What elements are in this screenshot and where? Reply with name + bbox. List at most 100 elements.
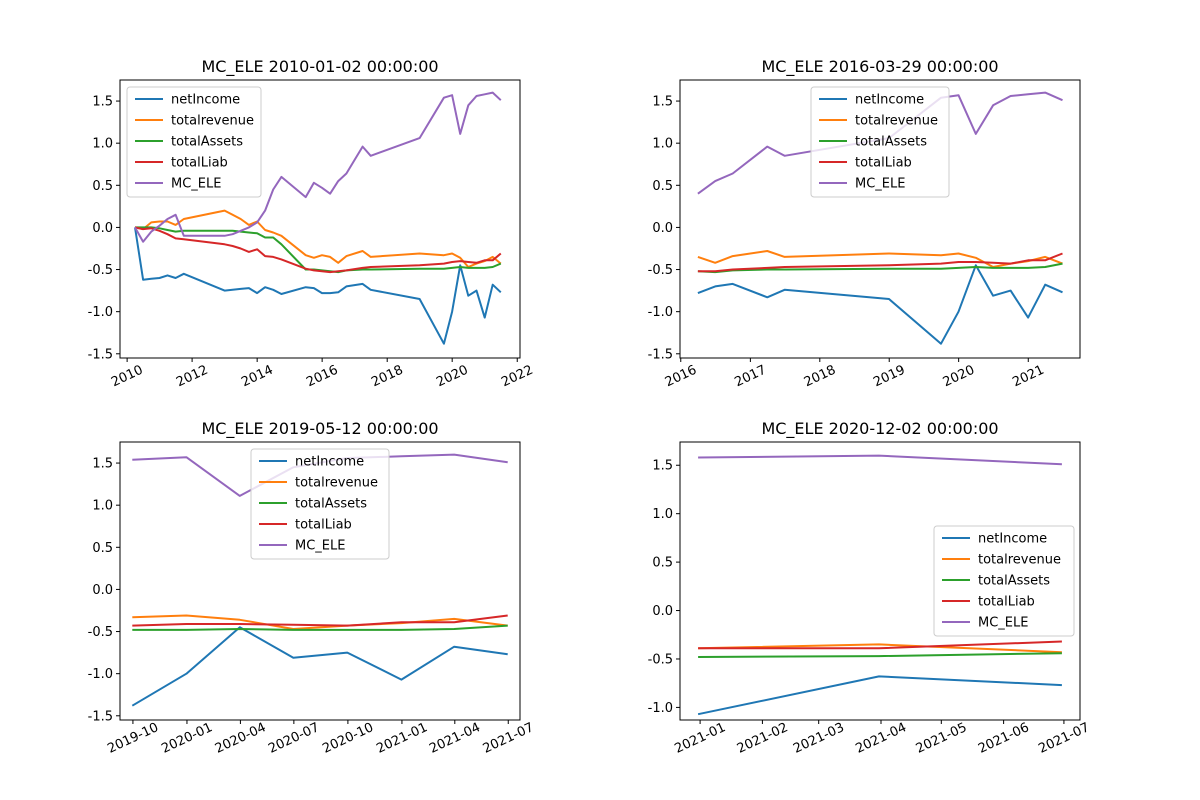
legend-label: totalAssets: [171, 135, 243, 150]
series-line-totalLiab: [134, 226, 502, 274]
series-line-totalAssets: [697, 262, 1063, 274]
x-tick-label: 2012: [174, 363, 210, 391]
y-tick-label: -1.5: [88, 347, 113, 362]
y-tick-label: -0.5: [88, 263, 113, 278]
x-tick-label: 2020-04: [213, 720, 269, 757]
y-tick-label: 0.0: [652, 221, 673, 236]
x-tick-label: 2021: [1010, 363, 1046, 391]
series-line-totalAssets: [135, 226, 502, 274]
y-tick-label: 0.5: [92, 541, 113, 556]
x-tick-label: 2021-05: [914, 720, 970, 757]
y-tick-label: 0.0: [92, 221, 113, 236]
legend-label: MC_ELE: [171, 177, 221, 192]
chart-title: MC_ELE 2010-01-02 00:00:00: [201, 57, 438, 77]
legend-box: [250, 448, 390, 560]
series-line-totalrevenue: [132, 614, 508, 630]
chart-title: MC_ELE 2019-05-12 00:00:00: [201, 419, 438, 439]
y-tick-label: -0.5: [648, 652, 673, 667]
series-line-MC_ELE: [134, 91, 502, 243]
series-line-totalrevenue: [134, 209, 502, 268]
x-tick-label: 2018: [802, 363, 838, 391]
y-tick-label: 1.0: [652, 507, 673, 522]
chart-title: MC_ELE 2020-12-02 00:00:00: [761, 419, 998, 439]
legend-label: totalrevenue: [171, 114, 254, 129]
y-tick-label: 1.5: [652, 459, 673, 474]
x-tick-label: 2021-03: [791, 720, 847, 757]
legend-label: totalLiab: [171, 156, 228, 171]
y-tick-label: -1.5: [88, 709, 113, 724]
x-tick-label: 2021-02: [735, 720, 791, 757]
y-tick-label: 1.0: [652, 137, 673, 152]
legend-label: totalrevenue: [855, 114, 938, 129]
y-tick-label: -0.5: [88, 625, 113, 640]
x-tick-label: 2019: [871, 363, 907, 391]
legend-label: totalAssets: [978, 574, 1050, 589]
legend-box: [126, 86, 262, 198]
axes-frame: [119, 441, 521, 721]
x-tick-label: 2014: [239, 363, 275, 391]
axes-frame: [119, 79, 521, 359]
y-tick-label: -1.0: [88, 667, 113, 682]
series-line-netIncome: [131, 626, 508, 707]
y-tick-label: 1.5: [92, 95, 113, 110]
y-tick-label: 1.0: [92, 137, 113, 152]
chart-panel-3: MC_ELE 2019-05-12 00:00:00 -1.5 -1.0 -0.5 0.…: [88, 419, 537, 757]
legend-label: MC_ELE: [978, 616, 1028, 631]
x-tick-label: 2017: [732, 363, 768, 391]
series-line-totalLiab: [698, 640, 1062, 650]
y-tick-label: 0.0: [92, 583, 113, 598]
y-tick-label: 1.0: [92, 499, 113, 514]
legend-box: [810, 86, 950, 198]
x-tick-label: 2018: [369, 363, 405, 391]
y-tick-label: 1.5: [92, 457, 113, 472]
series-line-MC_ELE: [697, 91, 1063, 195]
legend-label: MC_ELE: [855, 177, 905, 192]
legend-label: totalLiab: [978, 595, 1035, 610]
y-tick-label: 0.5: [92, 179, 113, 194]
x-tick-label: 2016: [663, 363, 699, 391]
y-tick-label: 1.5: [652, 95, 673, 110]
x-tick-label: 2021-01: [673, 720, 729, 757]
x-tick-label: 2021-06: [976, 720, 1032, 757]
x-tick-label: 2020-10: [320, 720, 376, 757]
x-tick-label: 2021-04: [853, 720, 909, 757]
series-line-totalrevenue: [698, 643, 1062, 654]
series-line-netIncome: [697, 675, 1062, 716]
legend: netIncome totalrevenue totalAssets totalLia…: [810, 86, 950, 198]
y-tick-label: 0.0: [652, 604, 673, 619]
x-tick-label: 2010: [109, 363, 145, 391]
legend-label: totalLiab: [295, 518, 352, 533]
y-tick-label: -1.5: [648, 347, 673, 362]
axes-frame: [679, 79, 1081, 359]
legend-label: totalAssets: [855, 135, 927, 150]
series-line-netIncome: [697, 264, 1063, 345]
series-line-totalAssets: [698, 652, 1062, 658]
legend-label: totalAssets: [295, 497, 367, 512]
y-tick-label: -1.0: [648, 305, 673, 320]
legend: netIncome totalrevenue totalAssets totalLia…: [933, 525, 1075, 637]
y-tick-label: -1.0: [648, 701, 673, 716]
chart-title: MC_ELE 2016-03-29 00:00:00: [761, 57, 998, 77]
x-tick-label: 2021-04: [427, 720, 483, 757]
legend-label: netIncome: [295, 455, 364, 470]
legend-label: netIncome: [171, 93, 240, 108]
x-tick-label: 2020-07: [266, 720, 322, 757]
chart-panel-4: MC_ELE 2020-12-02 00:00:00 -1.0 -0.5 0.0 0.5…: [648, 419, 1092, 757]
legend: netIncome totalrevenue totalAssets totalLia…: [250, 448, 390, 560]
legend-label: totalrevenue: [978, 553, 1061, 568]
legend-label: totalrevenue: [295, 476, 378, 491]
x-tick-label: 2021-01: [374, 720, 430, 757]
series-line-netIncome: [134, 227, 502, 345]
x-tick-label: 2021-07: [481, 720, 537, 757]
y-tick-label: 0.5: [652, 556, 673, 571]
legend-box: [933, 525, 1075, 637]
legend-label: netIncome: [855, 93, 924, 108]
x-tick-label: 2020: [434, 363, 470, 391]
y-tick-label: -0.5: [648, 263, 673, 278]
series-line-totalLiab: [132, 614, 508, 627]
x-tick-label: 2022: [499, 363, 535, 391]
series-line-totalLiab: [697, 252, 1063, 273]
x-tick-label: 2019-10: [105, 720, 161, 757]
legend-label: MC_ELE: [295, 539, 345, 554]
